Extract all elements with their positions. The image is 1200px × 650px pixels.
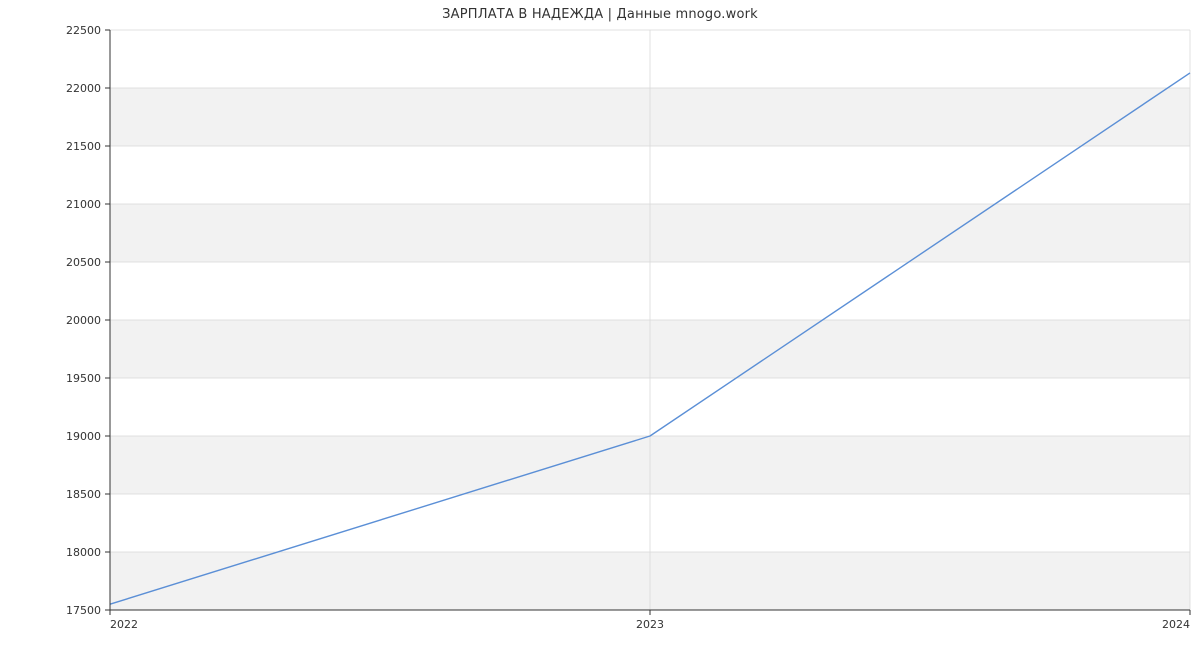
chart-svg: 17500 18000 18500 19000 19500 20000 20500 21000… <box>0 0 1200 650</box>
y-tick-label: 22500 <box>66 24 101 37</box>
salary-line-chart: ЗАРПЛАТА В НАДЕЖДА | Данные mnogo.work 1… <box>0 0 1200 650</box>
y-tick-label: 21500 <box>66 140 101 153</box>
x-tick-label: 2023 <box>636 618 664 631</box>
x-tick-label: 2024 <box>1162 618 1190 631</box>
x-tick-label: 2022 <box>110 618 138 631</box>
y-tick-label: 18500 <box>66 488 101 501</box>
y-tick-label: 19000 <box>66 430 101 443</box>
y-tick-label: 20500 <box>66 256 101 269</box>
y-tick-label: 20000 <box>66 314 101 327</box>
y-tick-label: 19500 <box>66 372 101 385</box>
y-tick-label: 17500 <box>66 604 101 617</box>
y-tick-label: 21000 <box>66 198 101 211</box>
chart-title: ЗАРПЛАТА В НАДЕЖДА | Данные mnogo.work <box>0 7 1200 22</box>
y-tick-label: 22000 <box>66 82 101 95</box>
y-tick-label: 18000 <box>66 546 101 559</box>
